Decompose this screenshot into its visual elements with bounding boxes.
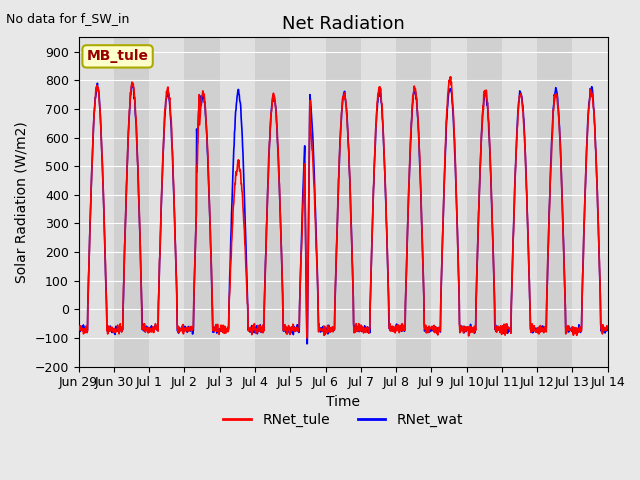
RNet_wat [93, 80, 101, 86]
Bar [149, 37, 184, 367]
Bar [502, 37, 537, 367]
Bar [361, 37, 396, 367]
RNet_wat [495, 324, 502, 330]
Line: RNet_wat: RNet_wat [79, 83, 607, 344]
Bar [467, 37, 502, 367]
Title: Net Radiation: Net Radiation [282, 15, 404, 33]
RNet_tule [252, 329, 259, 335]
Y-axis label: Solar Radiation (W/m2): Solar Radiation (W/m2) [15, 121, 29, 283]
Bar [431, 37, 467, 367]
Bar [220, 37, 255, 367]
RNet_tule [604, 325, 611, 331]
RNet_tule [447, 74, 454, 80]
Legend: RNet_tule, RNet_wat: RNet_tule, RNet_wat [218, 407, 468, 432]
RNet_wat [541, 328, 549, 334]
RNet_wat [303, 341, 311, 347]
RNet_tule [426, 327, 433, 333]
Bar [79, 37, 114, 367]
X-axis label: Time: Time [326, 395, 360, 409]
RNet_tule [180, 331, 188, 337]
Bar [255, 37, 291, 367]
RNet_tule [193, 212, 200, 218]
RNet_wat [604, 327, 611, 333]
Bar [184, 37, 220, 367]
Bar [291, 37, 326, 367]
RNet_wat [426, 329, 433, 335]
RNet_wat [180, 327, 188, 333]
RNet_tule [495, 326, 502, 332]
Line: RNet_tule: RNet_tule [79, 77, 607, 338]
Bar [396, 37, 431, 367]
RNet_wat [193, 126, 200, 132]
RNet_tule [541, 324, 549, 330]
Bar [572, 37, 607, 367]
RNet_wat [252, 328, 260, 334]
RNet_wat [75, 325, 83, 331]
Bar [537, 37, 572, 367]
Bar [326, 37, 361, 367]
Text: MB_tule: MB_tule [86, 49, 148, 63]
RNet_tule [303, 335, 311, 341]
RNet_tule [75, 325, 83, 331]
Text: No data for f_SW_in: No data for f_SW_in [6, 12, 130, 25]
Bar [114, 37, 149, 367]
